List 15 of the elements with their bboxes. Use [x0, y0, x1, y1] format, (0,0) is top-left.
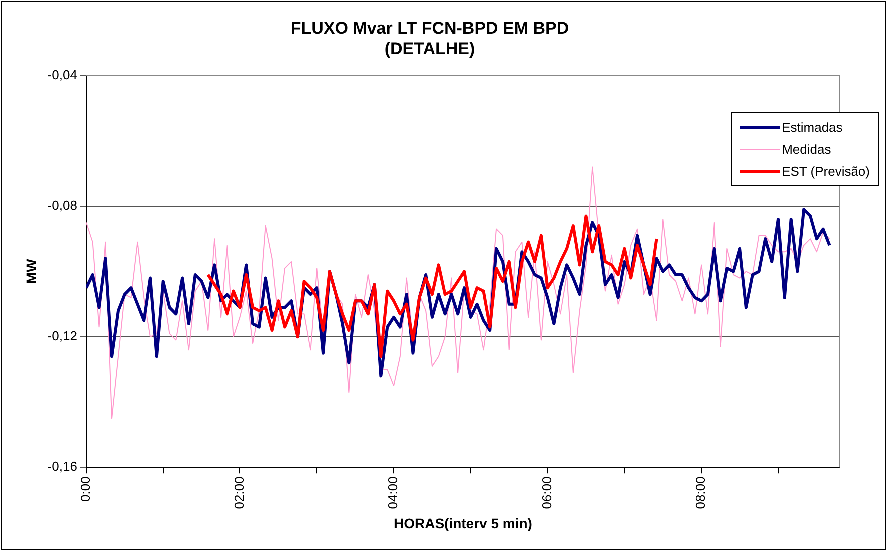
chart-title: FLUXO Mvar LT FCN-BPD EM BPD (DETALHE)	[290, 18, 570, 58]
x-tick-label: 04:00	[386, 476, 401, 510]
legend-label: Medidas	[782, 142, 832, 156]
x-tick-label: 02:00	[232, 476, 247, 510]
x-tick-label: 0:00	[78, 476, 94, 502]
x-axis-title: HORAS(interv 5 min)	[394, 515, 532, 532]
x-tick-label: 06:00	[539, 476, 554, 510]
legend-label: Estimadas	[782, 120, 843, 134]
x-tick-label: 08:00	[693, 476, 708, 510]
y-tick-label: -0,08	[48, 198, 78, 213]
y-tick-label: -0,16	[48, 459, 78, 474]
y-tick-label: -0,04	[48, 67, 78, 82]
y-tick-label: -0,12	[48, 328, 78, 344]
legend-label: EST (Previsão)	[782, 164, 870, 178]
y-axis-title: MW	[23, 258, 40, 284]
